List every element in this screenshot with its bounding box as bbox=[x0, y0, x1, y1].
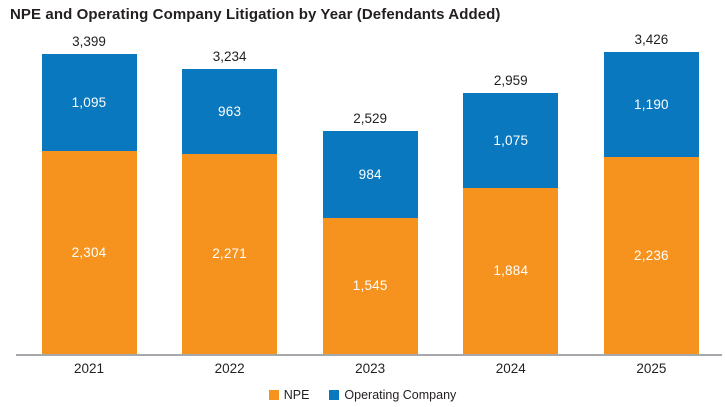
bar-segment-operating-company: 984 bbox=[322, 130, 418, 218]
bar-segment-operating-company: 1,190 bbox=[603, 51, 699, 157]
x-axis-label-2021: 2021 bbox=[73, 361, 105, 376]
segment-value-label: 963 bbox=[218, 103, 242, 119]
legend-label: NPE bbox=[283, 388, 310, 402]
segment-value-label: 2,304 bbox=[71, 244, 107, 260]
bar-segment-operating-company: 1,075 bbox=[463, 93, 559, 188]
legend-item: NPE bbox=[268, 388, 310, 402]
bar-total-label: 3,234 bbox=[212, 48, 247, 64]
chart-title: NPE and Operating Company Litigation by … bbox=[10, 6, 501, 23]
segment-value-label: 2,236 bbox=[633, 247, 669, 263]
segment-value-label: 1,190 bbox=[633, 96, 669, 112]
segment-value-label: 1,095 bbox=[71, 95, 107, 110]
legend-item: Operating Company bbox=[329, 388, 456, 402]
segment-value-label: 1,075 bbox=[493, 132, 529, 148]
bar-segment-npe: 2,304 bbox=[41, 150, 137, 354]
x-axis-label-2024: 2024 bbox=[495, 361, 526, 376]
x-axis-line bbox=[16, 354, 722, 356]
bar-segment-operating-company: 963 bbox=[182, 68, 278, 154]
bar-segment-npe: 1,884 bbox=[463, 187, 559, 354]
bar-segment-npe: 1,545 bbox=[322, 217, 418, 354]
bar-segment-npe: 2,236 bbox=[603, 156, 699, 354]
bar-total-label: 2,959 bbox=[493, 73, 528, 89]
legend-label: Operating Company bbox=[344, 388, 457, 402]
bar-segment-operating-company: 1,095 bbox=[41, 54, 137, 151]
legend-swatch-icon bbox=[268, 390, 279, 400]
segment-value-label: 1,545 bbox=[352, 278, 388, 294]
x-axis-label-2025: 2025 bbox=[636, 361, 667, 376]
segment-value-label: 1,884 bbox=[493, 263, 529, 279]
legend-swatch-icon bbox=[329, 390, 340, 400]
bar-total-label: 3,426 bbox=[634, 31, 669, 47]
bar-total-label: 3,399 bbox=[72, 34, 106, 50]
segment-value-label: 2,271 bbox=[212, 246, 247, 262]
x-axis-label-2023: 2023 bbox=[355, 361, 386, 376]
legend: NPE Operating Company bbox=[0, 388, 725, 402]
segment-value-label: 984 bbox=[358, 166, 382, 182]
bar-segment-npe: 2,271 bbox=[182, 153, 278, 354]
x-axis-label-2022: 2022 bbox=[214, 361, 245, 376]
bar-total-label: 2,529 bbox=[353, 110, 388, 126]
